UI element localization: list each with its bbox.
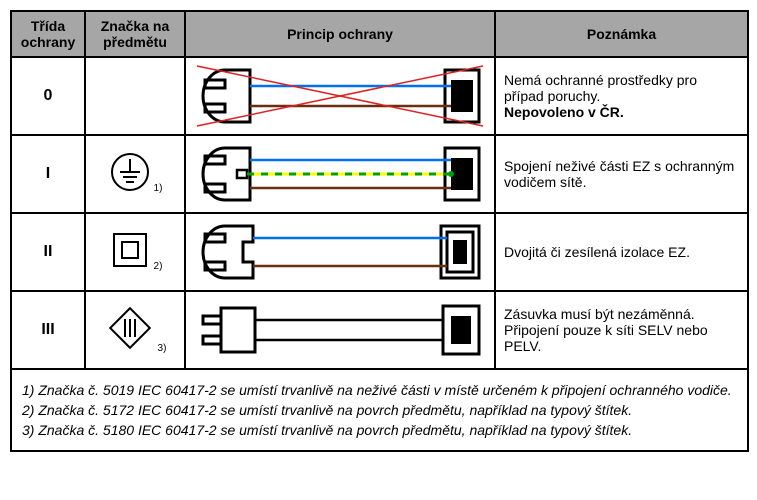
footnote-1: 1) Značka č. 5019 IEC 60417-2 se umístí … [22, 382, 737, 398]
note-text: Dvojitá či zesílená izolace EZ. [504, 244, 690, 260]
mark-cell: 1) [85, 135, 185, 213]
mark-cell: 3) [85, 291, 185, 369]
table-row: I 1) [11, 135, 748, 213]
principle-diagram-2 [185, 213, 495, 291]
header-class: Třída ochrany [11, 11, 85, 57]
plug-diagram-class2 [195, 220, 485, 284]
note-text: Zásuvka musí být nezáměnná. Připojení po… [504, 306, 708, 354]
footnotes-row: 1) Značka č. 5019 IEC 60417-2 se umístí … [11, 369, 748, 451]
footnotes-cell: 1) Značka č. 5019 IEC 60417-2 se umístí … [11, 369, 748, 451]
note-cell: Zásuvka musí být nezáměnná. Připojení po… [495, 291, 748, 369]
principle-diagram-3 [185, 291, 495, 369]
mark-footnote-ref: 3) [158, 343, 167, 354]
plug-diagram-class0 [195, 64, 485, 128]
note-text: Nemá ochranné prostředky pro případ poru… [504, 72, 697, 104]
class-label: I [11, 135, 85, 213]
class-label: II [11, 213, 85, 291]
table-row: III 3) [11, 291, 748, 369]
note-text-bold: Nepovoleno v ČR. [504, 104, 624, 120]
note-text: Spojení neživé části EZ s ochranným vodi… [504, 158, 734, 190]
table-row: II 2) [11, 213, 748, 291]
note-cell: Dvojitá či zesílená izolace EZ. [495, 213, 748, 291]
plug-diagram-class1 [195, 142, 485, 206]
diamond-iii-icon [104, 302, 156, 354]
earth-symbol-icon [108, 150, 152, 194]
double-square-icon [108, 228, 152, 272]
principle-diagram-1 [185, 135, 495, 213]
header-princ: Princip ochrany [185, 11, 495, 57]
mark-cell: 2) [85, 213, 185, 291]
note-cell: Spojení neživé části EZ s ochranným vodi… [495, 135, 748, 213]
class-label: 0 [11, 57, 85, 135]
principle-diagram-0 [185, 57, 495, 135]
mark-footnote-ref: 2) [154, 261, 163, 272]
footnote-3: 3) Značka č. 5180 IEC 60417-2 se umístí … [22, 422, 737, 438]
class-label: III [11, 291, 85, 369]
header-mark: Značka na předmětu [85, 11, 185, 57]
protection-classes-table: Třída ochrany Značka na předmětu Princip… [10, 10, 749, 452]
footnote-2: 2) Značka č. 5172 IEC 60417-2 se umístí … [22, 402, 737, 418]
mark-cell [85, 57, 185, 135]
header-note: Poznámka [495, 11, 748, 57]
note-cell: Nemá ochranné prostředky pro případ poru… [495, 57, 748, 135]
mark-footnote-ref: 1) [154, 183, 163, 194]
table-row: 0 [11, 57, 748, 135]
plug-diagram-class3 [195, 298, 485, 362]
